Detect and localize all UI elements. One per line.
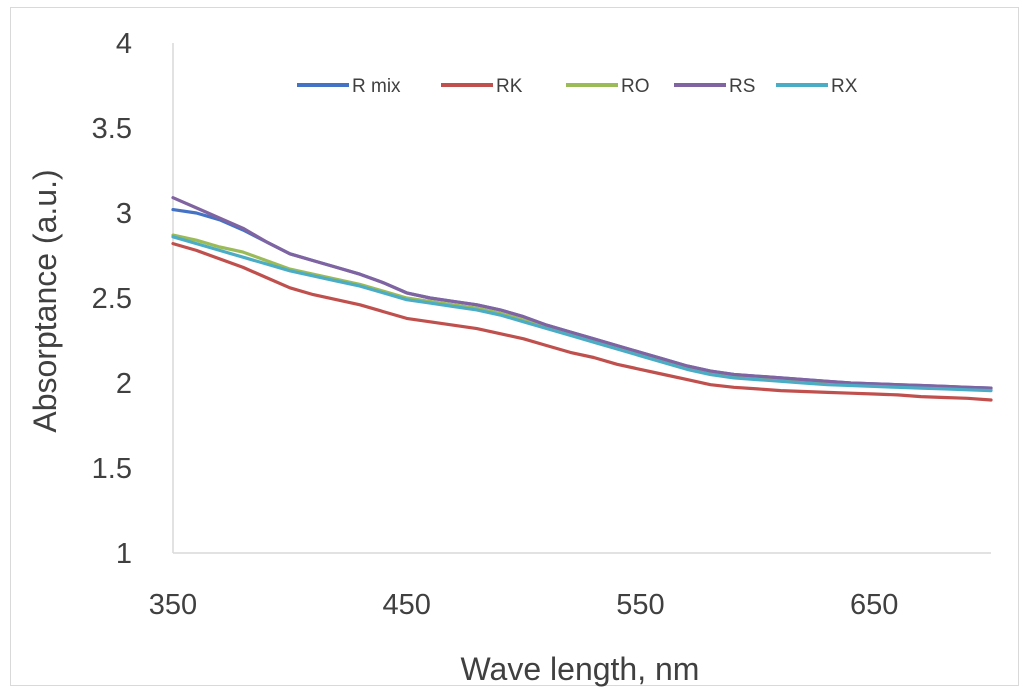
y-tick-label: 1.5: [92, 453, 132, 485]
series-lines: [171, 196, 993, 402]
y-tick-label: 2: [116, 368, 132, 400]
series-line-rx: [171, 235, 993, 393]
legend: R mix RK RO RS RX: [297, 76, 858, 97]
x-tick-labels: 350 450 550 650: [149, 589, 899, 621]
legend-label: R mix: [352, 76, 401, 97]
series-line-rk: [171, 242, 993, 402]
y-tick-label: 4: [116, 28, 132, 60]
x-tick-label: 350: [149, 589, 197, 621]
y-tick-label: 2.5: [92, 283, 132, 315]
x-axis-title: Wave length, nm: [461, 651, 700, 687]
series-line-rs: [171, 196, 993, 390]
legend-label: RK: [496, 76, 523, 97]
series-line-r-mix: [171, 208, 993, 390]
x-tick-label: 450: [383, 589, 431, 621]
axes: [172, 43, 991, 554]
y-tick-labels: 1 1.5 2 2.5 3 3.5 4: [92, 28, 132, 570]
legend-label: RO: [621, 76, 650, 97]
y-tick-label: 3: [116, 198, 132, 230]
legend-label: RS: [729, 76, 755, 97]
chart-area: [10, 7, 1019, 686]
legend-label: RX: [831, 76, 858, 97]
series-line-ro: [171, 233, 993, 392]
x-tick-label: 650: [850, 589, 898, 621]
y-tick-label: 1: [116, 538, 132, 570]
y-axis-title: Absorptance (a.u.): [27, 169, 63, 432]
x-tick-label: 550: [616, 589, 664, 621]
y-tick-label: 3.5: [92, 113, 132, 145]
